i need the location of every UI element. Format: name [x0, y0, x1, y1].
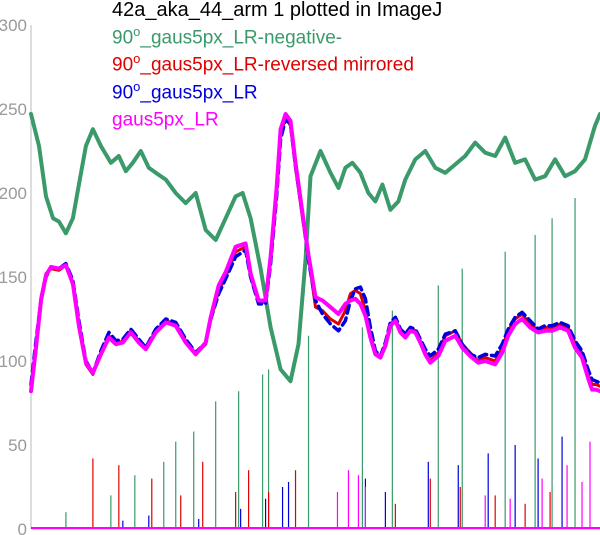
- legend-label-prefix: 90: [112, 27, 134, 49]
- legend-label-suffix: _gaus5px_LR: [140, 81, 258, 103]
- legend-label-prefix: 90: [112, 81, 134, 103]
- legend-entry: 90o_gaus5px_LR-negative-: [112, 21, 442, 48]
- y-tick-label: 100: [0, 352, 27, 371]
- legend-label-suffix: _gaus5px_LR-reversed mirrored: [140, 54, 414, 76]
- series-line: [29, 112, 600, 394]
- series-line: [29, 117, 600, 387]
- legend-label-degree: o: [133, 24, 141, 39]
- legend: 42a_aka_44_arm 1 plotted in ImageJ 90o_g…: [112, 0, 442, 130]
- legend-entry: gaus5px_LR: [112, 103, 442, 130]
- legend-entry: 90o_gaus5px_LR: [112, 76, 442, 103]
- y-tick-label: 150: [0, 268, 27, 287]
- legend-label-degree: o: [133, 51, 141, 67]
- legend-entry: 90o_gaus5px_LR-reversed mirrored: [112, 48, 442, 75]
- legend-label-suffix: gaus5px_LR: [112, 109, 219, 131]
- legend-label-suffix: _gaus5px_LR-negative-: [140, 27, 343, 49]
- series-line: [29, 112, 600, 384]
- chart-title: 42a_aka_44_arm 1 plotted in ImageJ: [112, 0, 443, 21]
- y-tick-label: 50: [8, 436, 27, 455]
- legend-label-prefix: 90: [112, 54, 134, 76]
- y-tick-label: 250: [0, 100, 27, 119]
- y-tick-label: 0: [18, 520, 27, 535]
- y-tick-label: 200: [0, 184, 27, 203]
- y-tick-label: 300: [0, 16, 27, 35]
- legend-label-degree: o: [133, 78, 141, 94]
